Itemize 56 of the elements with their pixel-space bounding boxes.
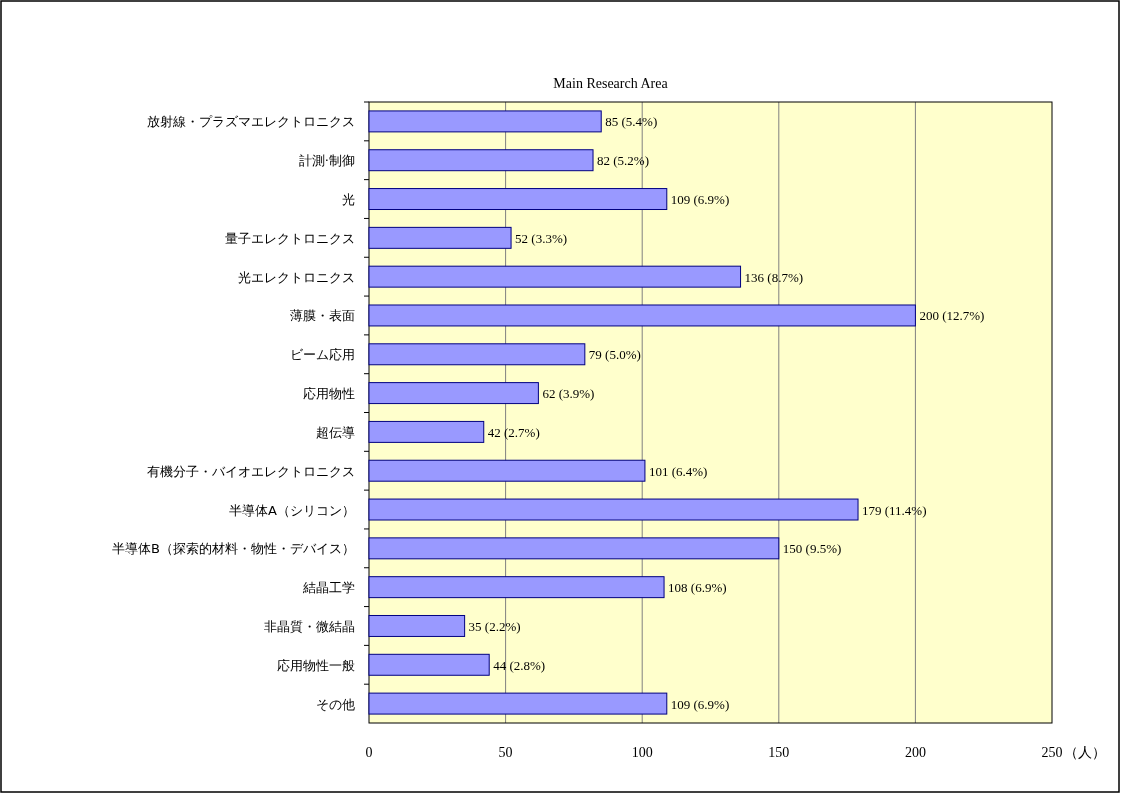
- data-label: 85 (5.4%): [605, 114, 658, 130]
- data-label: 42 (2.7%): [487, 424, 540, 440]
- bar: [368, 420, 485, 443]
- data-label: 108 (6.9%): [668, 580, 727, 596]
- bar: [368, 110, 602, 133]
- chart-title: Main Research Area: [553, 76, 669, 91]
- bar: [368, 382, 539, 405]
- bar: [368, 614, 466, 637]
- bar: [368, 226, 512, 249]
- data-label: 179 (11.4%): [862, 502, 927, 518]
- y-tick-label: 量子エレクトロニクス: [225, 230, 355, 246]
- y-tick-label: 薄膜・表面: [290, 308, 355, 324]
- x-axis-title: （人）: [1064, 745, 1106, 760]
- y-tick-label: 結晶工学: [302, 580, 355, 596]
- bar: [368, 537, 780, 560]
- y-tick-label: 放射線・プラズマエレクトロニクス: [147, 114, 355, 130]
- bar: [368, 265, 742, 288]
- data-label: 200 (12.7%): [919, 308, 985, 324]
- y-tick-label: 超伝導: [316, 424, 355, 440]
- y-tick-label: その他: [316, 696, 355, 712]
- bar: [368, 498, 859, 521]
- x-tick-label: 200: [904, 745, 926, 760]
- data-label: 150 (9.5%): [782, 541, 842, 557]
- data-label: 35 (2.2%): [468, 618, 521, 634]
- bar: [368, 576, 665, 599]
- bar: [368, 304, 916, 327]
- data-label: 109 (6.9%): [670, 192, 730, 208]
- y-tick-label: ビーム応用: [290, 347, 355, 363]
- y-tick-label: 有機分子・バイオエレクトロニクス: [147, 463, 355, 479]
- bar: [368, 188, 668, 211]
- x-tick-label: 0: [365, 745, 373, 760]
- bar: [368, 692, 668, 715]
- data-label: 52 (3.3%): [515, 230, 568, 246]
- y-tick-label: 応用物性: [303, 386, 355, 402]
- y-tick-label: 光エレクトロニクス: [238, 269, 355, 285]
- y-tick-label: 半導体B（探索的材料・物性・デバイス）: [112, 541, 355, 557]
- data-label: 82 (5.2%): [597, 153, 650, 169]
- y-tick-label: 非晶質・微結晶: [264, 618, 355, 634]
- x-tick-label: 250: [1041, 745, 1063, 760]
- bar: [368, 459, 646, 482]
- data-label: 62 (3.9%): [542, 386, 595, 402]
- bar: [368, 343, 586, 366]
- data-label: 101 (6.4%): [648, 463, 708, 479]
- data-label: 79 (5.0%): [588, 347, 641, 363]
- y-tick-label: 応用物性一般: [277, 657, 355, 673]
- x-tick-label: 100: [631, 745, 653, 760]
- data-label: 109 (6.9%): [670, 696, 730, 712]
- y-tick-label: 計測·制御: [298, 153, 355, 169]
- x-tick-label: 50: [498, 745, 513, 760]
- x-tick-label: 150: [768, 745, 790, 760]
- bar: [368, 149, 594, 172]
- bar: [368, 653, 490, 676]
- data-label: 44 (2.8%): [493, 657, 546, 673]
- y-tick-label: 半導体A（シリコン）: [229, 502, 355, 518]
- data-label: 136 (8.7%): [744, 269, 804, 285]
- y-tick-label: 光: [342, 192, 355, 208]
